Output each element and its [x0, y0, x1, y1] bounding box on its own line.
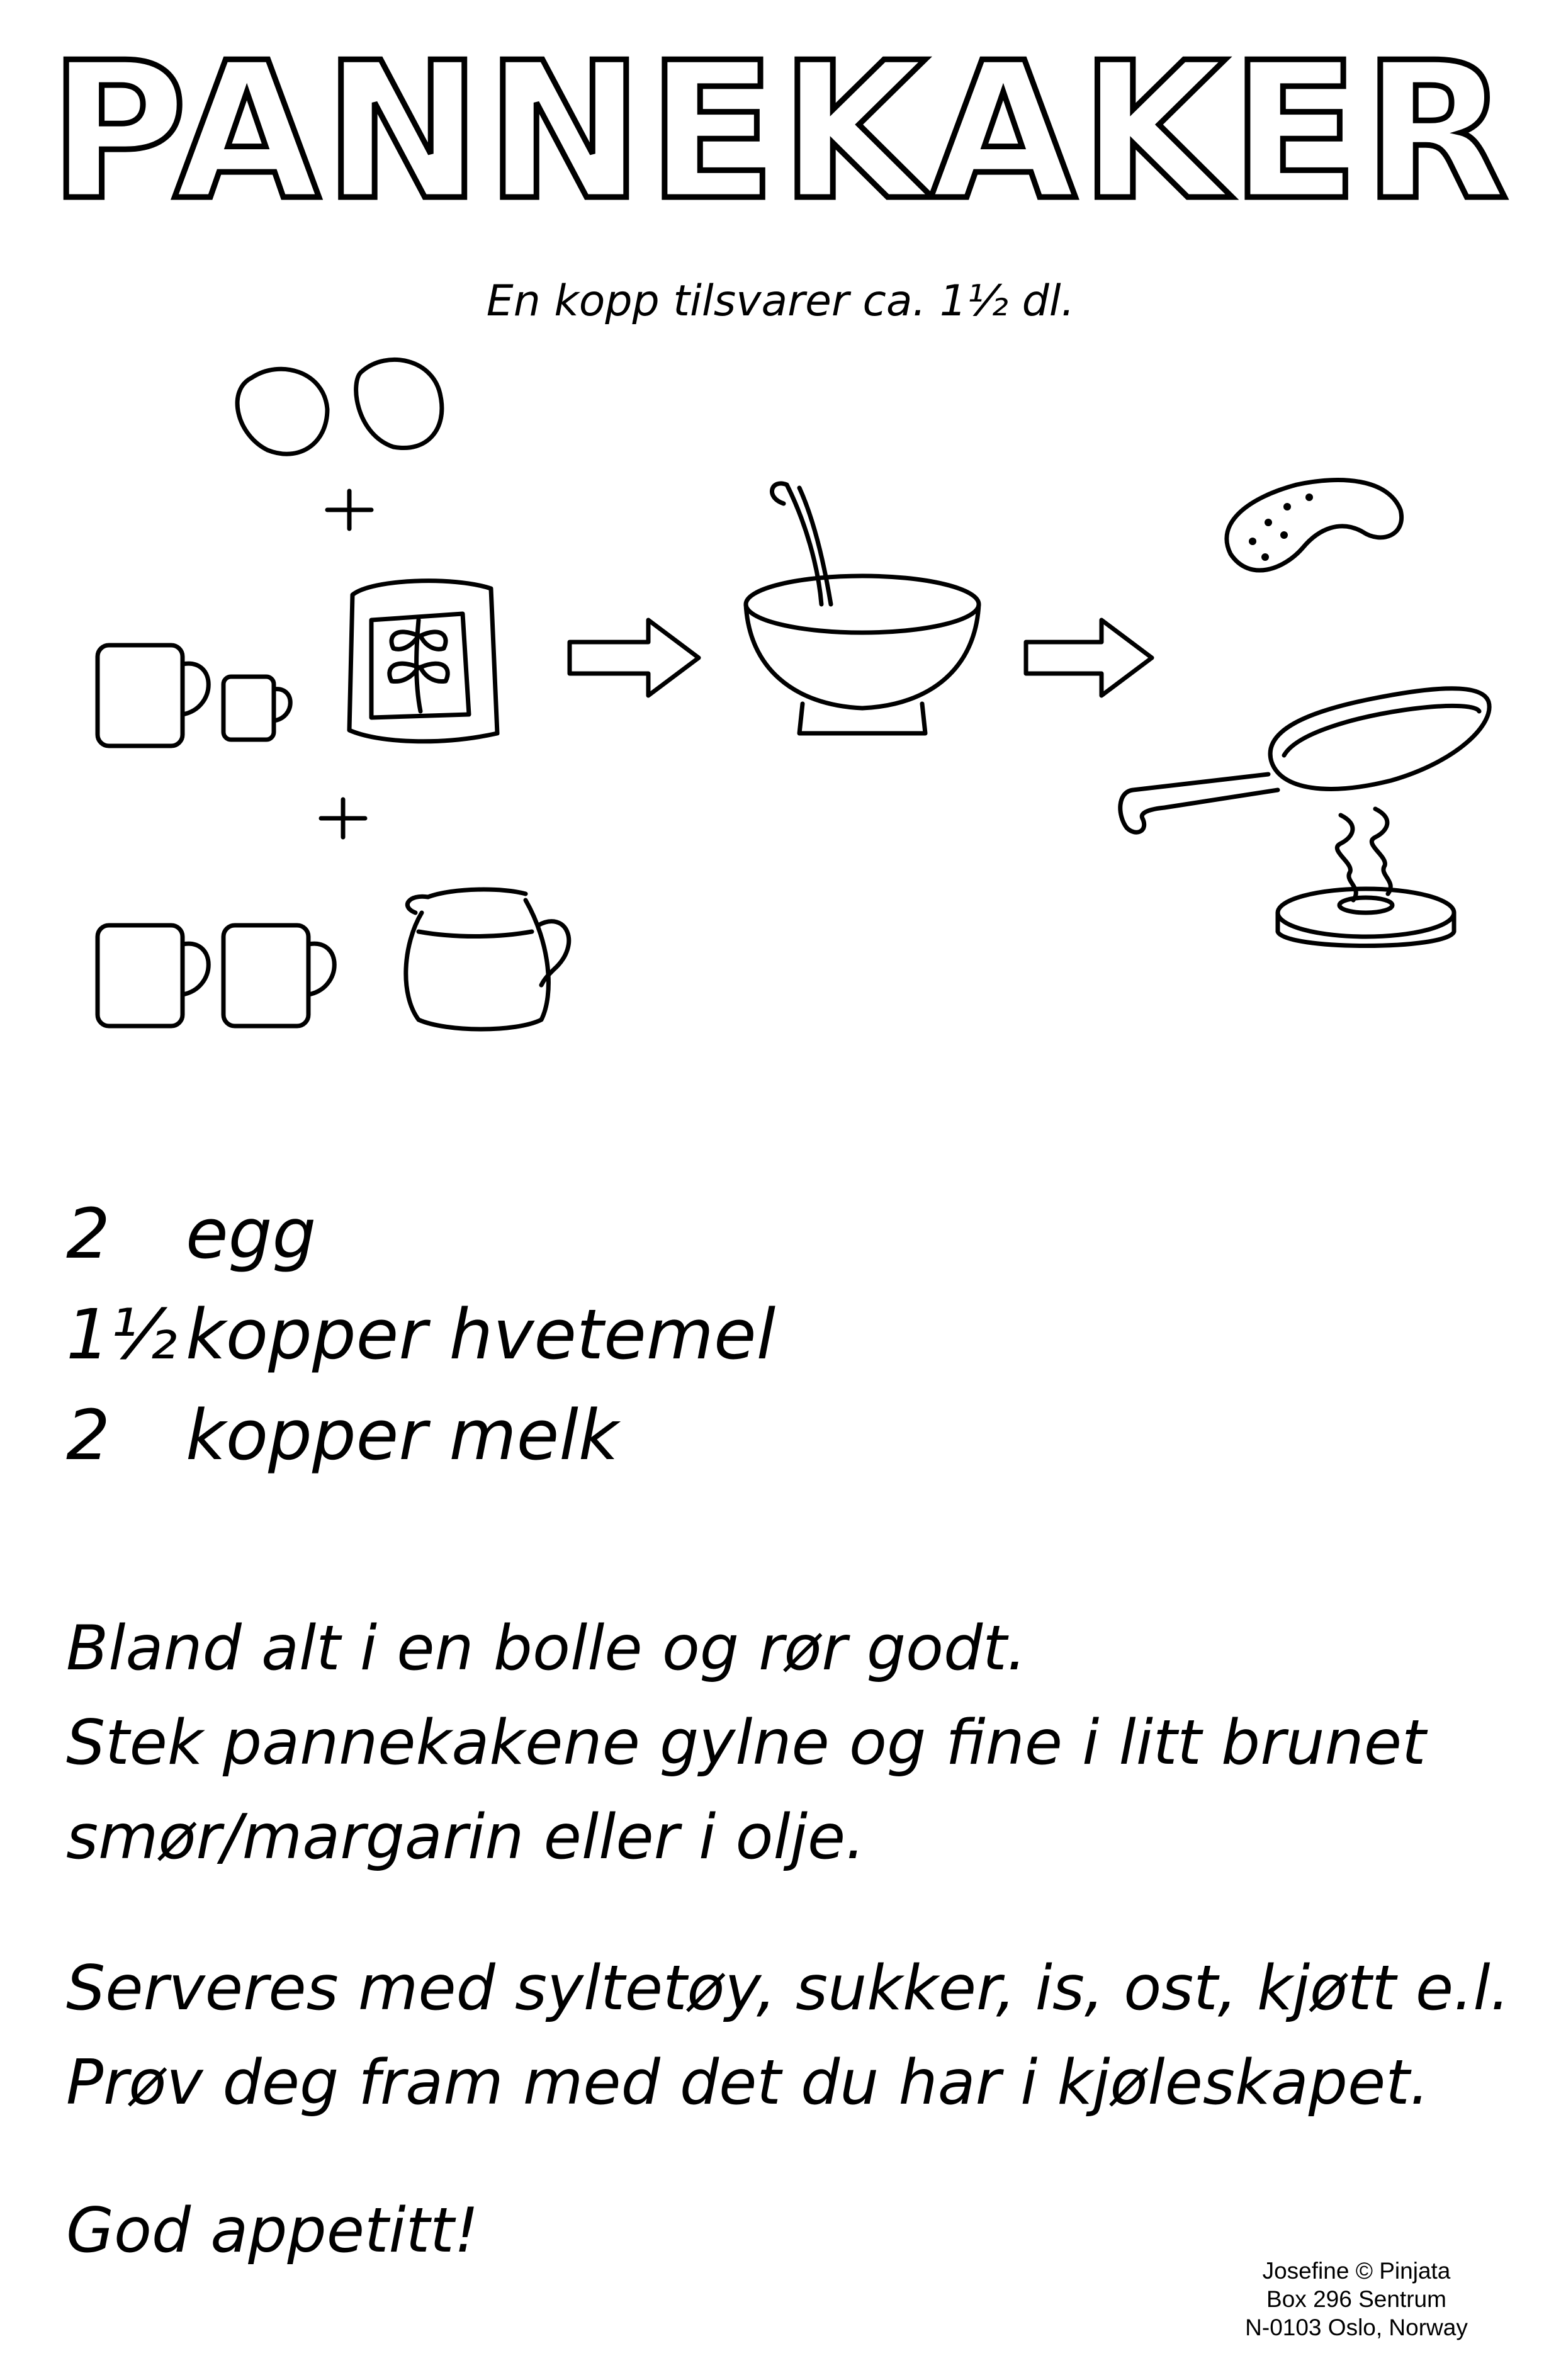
plus-sign-icon	[318, 488, 374, 840]
credit-line: Box 296 Sentrum	[1266, 2286, 1446, 2313]
instruction-line: Stek pannekakene gylne og fine i litt br…	[66, 1707, 1426, 1779]
cup-conversion-note: En kopp tilsvarer ca. 1½ dl.	[486, 276, 1075, 326]
instruction-line: Bland alt i en bolle og rør godt.	[66, 1613, 1027, 1684]
ingredient-quantity: 2	[66, 1193, 110, 1274]
stove-burner-icon	[1275, 806, 1457, 948]
credit-line: N-0103 Oslo, Norway	[1245, 2315, 1468, 2341]
page-title: PANNEKAKER	[46, 22, 1513, 242]
egg-icon	[235, 357, 444, 456]
arrow-right-icon	[567, 618, 701, 698]
ingredient-item: kopper hvetemel	[186, 1294, 776, 1375]
bowl-icon	[743, 481, 981, 736]
serving-line: Serveres med syltetøy, sukker, is, ost, …	[66, 1953, 1510, 2024]
credit-line: Josefine © Pinjata	[1262, 2258, 1451, 2284]
publisher-credit: Josefine © Pinjata Box 296 Sentrum N-010…	[1193, 2257, 1520, 2342]
ingredient-quantity: 2	[66, 1395, 110, 1475]
arrow-right-icon	[1023, 618, 1154, 698]
flour-bag-icon	[347, 578, 500, 744]
ingredient-quantity: 1½	[66, 1294, 178, 1375]
instruction-line: smør/margarin eller i olje.	[66, 1802, 865, 1873]
pancake-icon	[1224, 478, 1404, 573]
pitcher-icon	[403, 887, 572, 1032]
cup-icon	[95, 643, 293, 748]
ingredient-item: egg	[186, 1193, 317, 1274]
ingredient-item: kopper melk	[186, 1395, 619, 1475]
serving-line: Prøv deg fram med det du har i kjøleskap…	[66, 2047, 1429, 2119]
frying-pan-icon	[1118, 686, 1492, 835]
cup-icon	[95, 923, 337, 1029]
closing-text: God appetitt!	[66, 2195, 479, 2267]
